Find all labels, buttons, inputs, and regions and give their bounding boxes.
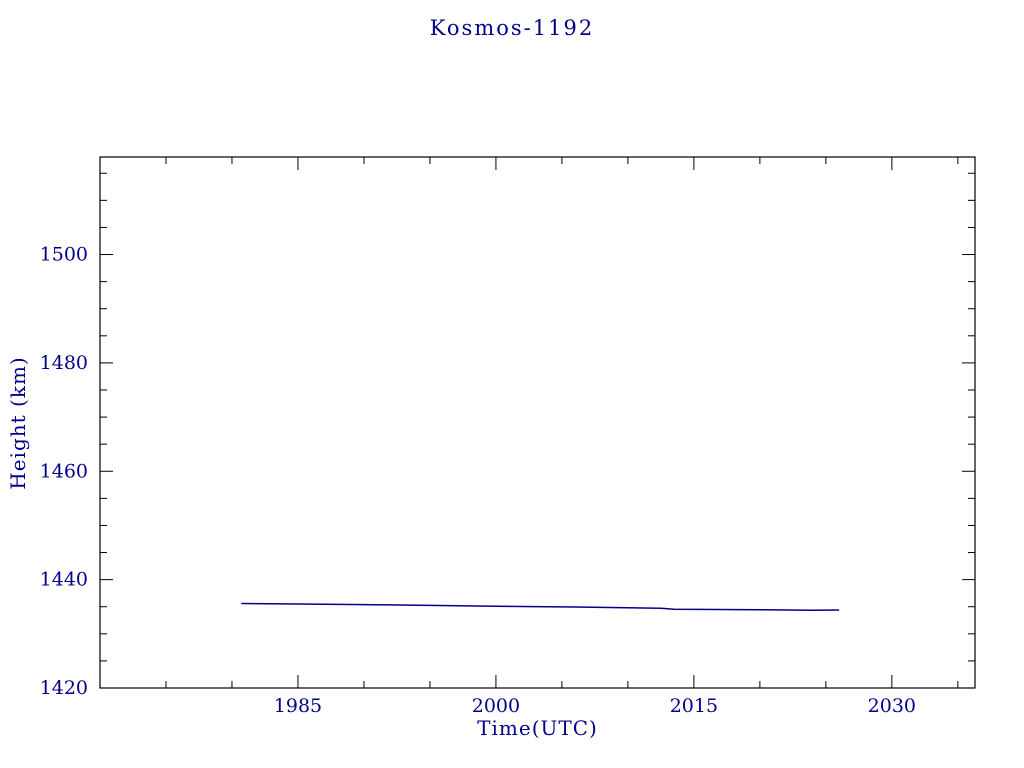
data-line-orbital-height [241, 602, 840, 611]
plot-frame [99, 156, 976, 689]
y-tick-label: 1480 [40, 352, 88, 374]
y-tick-label: 1420 [40, 677, 88, 699]
x-tick-label: 2015 [670, 695, 718, 717]
y-axis-title: Height (km) [6, 356, 30, 490]
x-axis-title: Time(UTC) [477, 716, 598, 740]
y-tick-label: 1440 [40, 569, 88, 591]
x-tick-label: 2000 [472, 695, 520, 717]
x-tick-label: 1985 [274, 695, 322, 717]
chart-title: Kosmos-1192 [429, 16, 595, 40]
x-tick-label: 2030 [868, 695, 916, 717]
y-tick-label: 1460 [40, 460, 88, 482]
y-tick-label: 1500 [40, 244, 88, 266]
